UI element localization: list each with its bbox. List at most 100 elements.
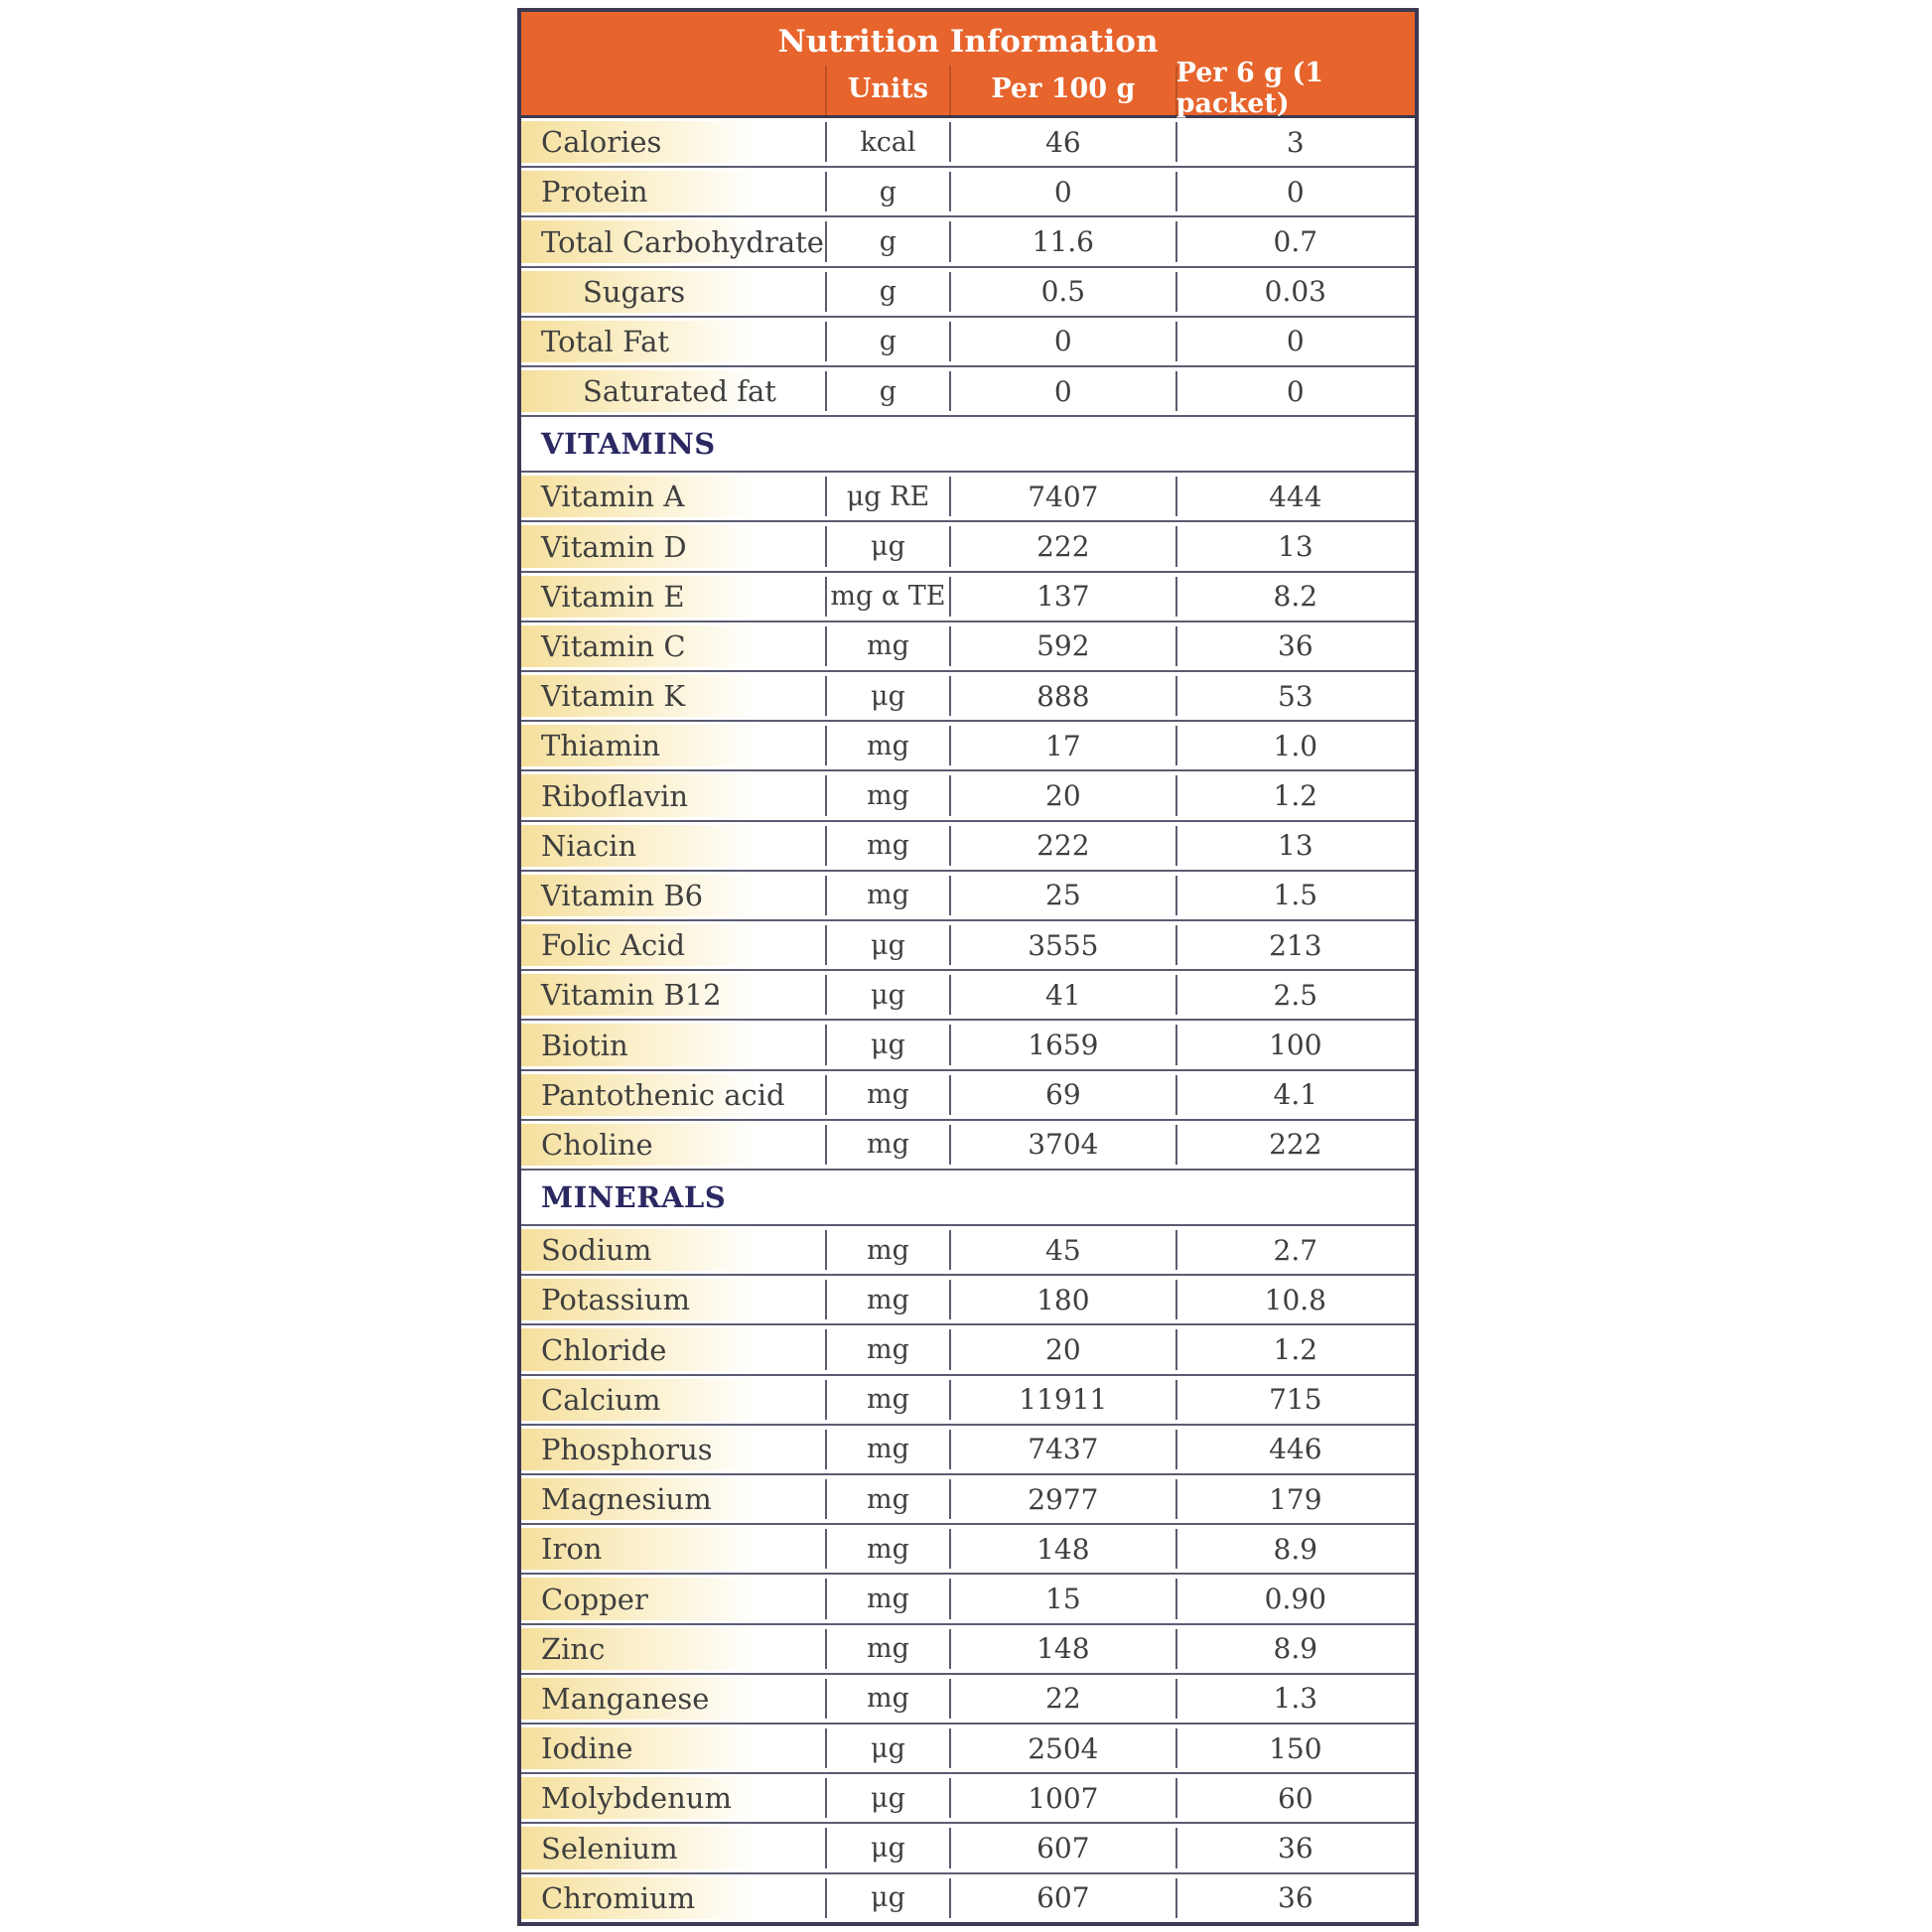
per-6g-cell: 715: [1174, 1376, 1415, 1424]
nutrient-label-cell: Total Fat: [521, 318, 826, 365]
per-100g-cell: 22: [948, 1675, 1176, 1723]
per-6g-value: 36: [1278, 1881, 1313, 1915]
unit-value: mg: [866, 1129, 909, 1161]
per-6g-cell: 8.9: [1174, 1625, 1415, 1673]
nutrient-label-cell: Protein: [521, 168, 826, 215]
per-100g-value: 3704: [1028, 1128, 1099, 1162]
nutrient-label-cell: Choline: [521, 1121, 826, 1169]
unit-cell: mg: [824, 1625, 950, 1673]
nutrient-label-cell: Zinc: [521, 1625, 826, 1673]
per-6g-value: 13: [1278, 829, 1313, 863]
per-6g-cell: 1.0: [1174, 722, 1415, 769]
per-6g-cell: 1.3: [1174, 1675, 1415, 1723]
nutrient-label-cell: Biotin: [521, 1021, 826, 1068]
per-100g-cell: 17: [948, 722, 1176, 769]
per-6g-cell: 3: [1174, 118, 1415, 166]
nutrient-label-cell: Saturated fat: [521, 367, 826, 415]
unit-value: mg: [866, 1683, 909, 1715]
per-6g-value: 0.90: [1264, 1583, 1326, 1616]
per-100g-value: 17: [1045, 729, 1081, 762]
nutrient-label-cell: Iron: [521, 1525, 826, 1573]
nutrient-label-cell: Thiamin: [521, 722, 826, 769]
per-6g-cell: 1.2: [1174, 1325, 1415, 1373]
per-100g-cell: 137: [948, 573, 1176, 621]
per-6g-value: 1.2: [1273, 779, 1318, 813]
per-100g-value: 0: [1053, 325, 1072, 358]
unit-value: mg: [866, 780, 909, 812]
per-100g-value: 148: [1036, 1532, 1090, 1566]
per-100g-value: 148: [1036, 1632, 1090, 1666]
table-row: Calcium mg 11911 715: [521, 1375, 1415, 1426]
per-6g-cell: 10.8: [1174, 1276, 1415, 1323]
nutrient-name: Calcium: [541, 1382, 661, 1417]
nutrient-name: Choline: [541, 1127, 653, 1162]
per-100g-value: 137: [1036, 580, 1090, 614]
table-row: Vitamin B12 μg 41 2.5: [521, 971, 1415, 1022]
nutrient-label-cell: Vitamin D: [521, 522, 826, 570]
per-100g-cell: 7407: [948, 473, 1176, 520]
per-100g-cell: 15: [948, 1575, 1176, 1622]
per-100g-cell: 2977: [948, 1475, 1176, 1523]
column-header-per-100g: Per 100 g: [948, 58, 1176, 119]
nutrient-label-cell: Calories: [521, 118, 826, 166]
nutrient-name: Magnesium: [541, 1482, 712, 1517]
unit-cell: μg: [824, 1725, 950, 1772]
per-6g-value: 715: [1269, 1383, 1322, 1417]
per-6g-cell: 222: [1174, 1121, 1415, 1169]
unit-cell: mg: [824, 1376, 950, 1424]
section-row: VITAMINS: [521, 417, 1415, 474]
per-6g-cell: 179: [1174, 1475, 1415, 1523]
per-6g-cell: 0.7: [1174, 217, 1415, 265]
per-6g-cell: 0: [1174, 168, 1415, 215]
per-6g-value: 0: [1286, 175, 1305, 208]
per-6g-value: 0.03: [1264, 275, 1326, 309]
per-6g-cell: 8.2: [1174, 573, 1415, 621]
per-6g-cell: 446: [1174, 1426, 1415, 1473]
per-100g-cell: 222: [948, 822, 1176, 870]
per-6g-cell: 2.7: [1174, 1226, 1415, 1274]
unit-cell: mg: [824, 872, 950, 919]
unit-value: mg: [866, 1234, 909, 1266]
unit-value: mg: [866, 1284, 909, 1315]
unit-cell: μg: [824, 1874, 950, 1922]
table-row: Vitamin C mg 592 36: [521, 621, 1415, 673]
per-100g-cell: 0: [948, 168, 1176, 215]
nutrient-name: Vitamin B12: [541, 978, 722, 1013]
nutrient-label-cell: Copper: [521, 1575, 826, 1622]
unit-cell: μg: [824, 522, 950, 570]
nutrient-name: Folic Acid: [541, 928, 686, 963]
nutrient-name: Molybdenum: [541, 1781, 732, 1816]
per-6g-cell: 13: [1174, 822, 1415, 870]
per-6g-value: 2.7: [1273, 1233, 1318, 1267]
per-6g-cell: 100: [1174, 1021, 1415, 1068]
per-100g-cell: 45: [948, 1226, 1176, 1274]
nutrient-name: Iodine: [541, 1731, 633, 1766]
table-row: Pantothenic acid mg 69 4.1: [521, 1070, 1415, 1121]
per-6g-value: 3: [1286, 125, 1305, 159]
nutrient-name: Copper: [541, 1582, 648, 1616]
per-100g-value: 69: [1045, 1078, 1081, 1112]
table-row: Niacin mg 222 13: [521, 821, 1415, 872]
per-100g-value: 11.6: [1032, 225, 1094, 258]
per-100g-value: 41: [1045, 978, 1081, 1012]
table-title-row: Nutrition Information: [521, 12, 1415, 58]
table-row: Choline mg 3704 222: [521, 1120, 1415, 1172]
per-6g-value: 2.5: [1273, 978, 1318, 1012]
nutrient-label-cell: Magnesium: [521, 1475, 826, 1523]
nutrient-name: Sugars: [583, 274, 686, 309]
column-header-units: Units: [824, 58, 950, 119]
per-100g-value: 607: [1036, 1881, 1090, 1915]
per-100g-value: 0: [1053, 175, 1072, 208]
table-row: Phosphorus mg 7437 446: [521, 1425, 1415, 1476]
unit-cell: μg: [824, 1824, 950, 1871]
unit-cell: mg: [824, 1675, 950, 1723]
nutrient-name: Manganese: [541, 1681, 710, 1716]
nutrient-name: Vitamin A: [541, 480, 685, 514]
per-100g-value: 1007: [1028, 1781, 1099, 1815]
nutrient-label-cell: Riboflavin: [521, 771, 826, 819]
per-100g-cell: 592: [948, 622, 1176, 670]
unit-value: g: [879, 176, 897, 207]
unit-value: mg: [866, 1079, 909, 1111]
per-100g-value: 15: [1045, 1583, 1081, 1616]
table-row: Vitamin A μg RE 7407 444: [521, 473, 1415, 523]
